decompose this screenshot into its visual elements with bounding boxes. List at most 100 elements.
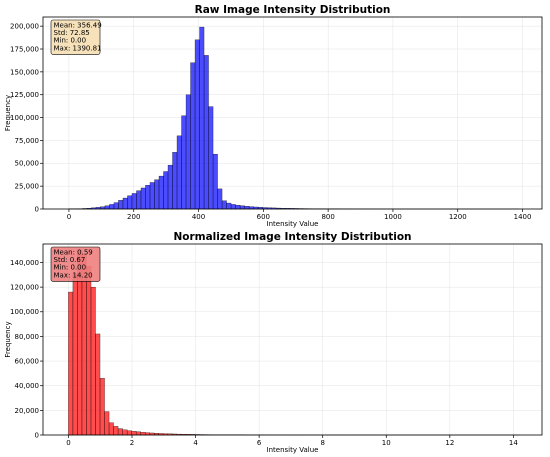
normalized-histogram-bar	[86, 266, 92, 436]
normalized-x-tick-label: 12	[445, 439, 454, 447]
normalized-histogram-bar	[108, 422, 114, 436]
raw-x-tick-label: 1200	[449, 213, 467, 221]
normalized-axes-frame	[42, 243, 543, 436]
raw-x-tick-label: 1400	[514, 213, 532, 221]
normalized-y-tick-label: 40,000	[15, 382, 40, 390]
raw-histogram-bar	[145, 185, 151, 210]
normalized-y-tick-label: 0	[35, 431, 39, 439]
raw-y-tick-label: 0	[35, 205, 39, 213]
normalized-y-tick-label: 20,000	[15, 407, 40, 415]
raw-histogram-bar	[212, 153, 218, 210]
normalized-stats-line: Mean: 0.59	[54, 249, 93, 257]
raw-histogram-bar	[149, 182, 155, 210]
normalized-histogram-bar	[135, 431, 141, 436]
raw-y-tick-label: 175,000	[10, 45, 39, 53]
raw-y-tick-label: 25,000	[15, 183, 40, 191]
raw-y-axis-label: Frequency	[4, 95, 12, 131]
normalized-histogram-bar	[68, 291, 74, 436]
normalized-x-tick-label: 4	[193, 439, 198, 447]
raw-histogram-panel: 0 200 400 600 800 1000 1200 1400 0 25,000 50,000 75…	[4, 4, 543, 228]
raw-histogram-bar	[163, 171, 169, 210]
raw-histogram-bar	[217, 188, 223, 210]
raw-histogram-bar	[235, 205, 241, 210]
raw-histogram-bar	[131, 193, 137, 210]
raw-histogram-bar	[176, 135, 182, 210]
raw-histogram-bar	[109, 204, 115, 210]
raw-histogram-bar	[244, 206, 250, 210]
raw-histogram-bar	[185, 94, 191, 210]
raw-y-tick-label: 150,000	[10, 68, 39, 76]
normalized-histogram-bar	[95, 333, 101, 436]
raw-histogram-bar	[181, 115, 187, 210]
normalized-histogram-bar	[122, 429, 128, 436]
raw-histogram-bar	[194, 39, 200, 210]
raw-y-tick-label: 50,000	[15, 160, 40, 168]
normalized-histogram-bar	[99, 378, 105, 436]
normalized-histogram-bar	[113, 426, 119, 436]
raw-histogram-bar	[154, 179, 160, 210]
raw-chart-title: Raw Image Intensity Distribution	[195, 4, 391, 16]
raw-x-tick-label: 800	[321, 213, 334, 221]
raw-histogram-bar	[127, 195, 133, 210]
normalized-histogram-bar	[72, 273, 78, 436]
raw-histogram-bar	[140, 187, 146, 210]
normalized-x-axis-label: Intensity Value	[267, 446, 319, 454]
normalized-y-tick-label: 120,000	[10, 284, 39, 292]
raw-x-axis-label: Intensity Value	[267, 220, 319, 228]
raw-x-tick-label: 0	[67, 213, 71, 221]
normalized-histogram-bar	[117, 428, 123, 436]
raw-histogram-bar	[167, 164, 173, 210]
raw-y-tick-label: 100,000	[10, 114, 39, 122]
raw-histogram-bar	[158, 175, 164, 210]
raw-x-tick-label: 400	[192, 213, 205, 221]
normalized-chart-title: Normalized Image Intensity Distribution	[173, 231, 411, 243]
normalized-x-tick-label: 8	[320, 439, 324, 447]
normalized-histogram-bar	[90, 286, 96, 436]
normalized-histogram-bar	[131, 431, 137, 436]
normalized-x-tick-label: 6	[257, 439, 262, 447]
normalized-y-tick-label: 80,000	[15, 333, 40, 341]
raw-histogram-bar	[136, 190, 142, 210]
raw-histogram-bar	[118, 200, 124, 210]
raw-y-tick-label: 200,000	[10, 23, 39, 31]
raw-x-tick-label: 1000	[384, 213, 402, 221]
raw-histogram-bar	[113, 202, 119, 210]
raw-histogram-bar	[190, 62, 196, 210]
raw-stats-line: Mean: 356.49	[54, 22, 102, 30]
normalized-stats-line: Max: 14.20	[54, 271, 93, 279]
normalized-histogram-bar	[126, 430, 132, 436]
normalized-y-axis-label: Frequency	[4, 321, 12, 357]
raw-histogram-bar	[221, 200, 227, 210]
raw-histogram-bar	[239, 205, 245, 210]
raw-stats-line: Max: 1390.81	[54, 44, 102, 52]
raw-axes-frame	[42, 16, 543, 210]
raw-x-tick-label: 600	[257, 213, 270, 221]
raw-histogram-bar	[122, 197, 128, 210]
raw-stats-line: Min: 0.00	[54, 37, 87, 45]
raw-histogram-bar	[172, 152, 178, 210]
raw-histogram-bar	[203, 55, 209, 210]
normalized-stats-box-background	[50, 246, 101, 282]
normalized-x-tick-label: 10	[382, 439, 391, 447]
raw-histogram-bar	[230, 204, 236, 210]
normalized-x-tick-label: 0	[66, 439, 70, 447]
normalized-x-tick-label: 2	[130, 439, 134, 447]
raw-histogram-bar	[104, 205, 110, 210]
raw-histogram-bar	[208, 106, 214, 210]
raw-histogram-bar	[199, 26, 205, 210]
normalized-histogram-bar	[140, 432, 146, 436]
raw-stats-line: Std: 72.85	[54, 29, 90, 37]
raw-stats-box-background	[50, 19, 101, 55]
raw-y-tick-label: 125,000	[10, 91, 39, 99]
normalized-histogram-panel: 0 2 4 6 8 10 12 14 0 20,000 40,000 60,000 80,000 100,…	[4, 231, 543, 454]
normalized-x-tick-label: 14	[509, 439, 518, 447]
raw-x-tick-label: 200	[127, 213, 140, 221]
normalized-y-tick-label: 60,000	[15, 357, 40, 365]
normalized-histogram-bar	[104, 411, 110, 436]
normalized-y-tick-label: 140,000	[10, 259, 39, 267]
raw-y-tick-label: 75,000	[15, 137, 40, 145]
normalized-y-tick-label: 100,000	[10, 308, 39, 316]
raw-histogram-bar	[226, 202, 232, 210]
